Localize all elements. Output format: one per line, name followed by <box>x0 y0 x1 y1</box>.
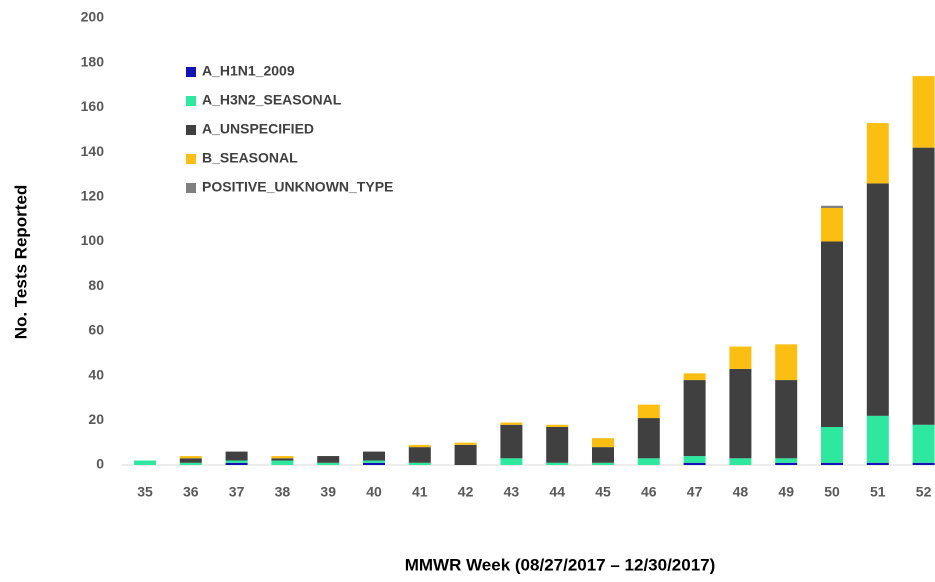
x-tick-label: 50 <box>824 484 840 500</box>
x-tick-label: 39 <box>320 484 336 500</box>
legend-swatch <box>186 67 196 77</box>
bar-segment <box>454 444 477 465</box>
x-tick-label: 46 <box>641 484 657 500</box>
bar-segment <box>271 458 294 461</box>
x-tick-label: 35 <box>137 484 153 500</box>
y-tick-label: 0 <box>96 456 104 472</box>
legend-label: A_H1N1_2009 <box>202 63 295 79</box>
y-axis-title: No. Tests Reported <box>11 185 30 340</box>
bar-segment <box>775 462 798 465</box>
bar-segment <box>225 451 248 461</box>
bar-segment <box>592 447 614 463</box>
x-tick-label: 37 <box>229 484 245 500</box>
bar-segment <box>912 147 935 425</box>
bar-segment <box>637 404 660 419</box>
bar-segment <box>775 380 798 459</box>
y-tick-label: 40 <box>88 366 104 382</box>
bar-segment <box>775 458 798 463</box>
bar-segment <box>500 424 523 459</box>
bar-segment <box>546 462 569 465</box>
x-tick-label: 36 <box>183 484 199 500</box>
bar-segment <box>363 462 385 465</box>
bar-segment <box>912 424 935 463</box>
bar-segment <box>683 380 706 457</box>
bar-segment <box>866 462 889 465</box>
x-tick-label: 45 <box>595 484 611 500</box>
y-tick-label: 80 <box>88 277 104 293</box>
x-tick-label: 41 <box>412 484 428 500</box>
x-tick-label: 48 <box>733 484 749 500</box>
bar-segment <box>637 418 660 459</box>
legend-label: A_UNSPECIFIED <box>202 121 314 137</box>
y-tick-label: 120 <box>81 188 105 204</box>
bar-segment <box>179 462 202 465</box>
y-tick-label: 180 <box>81 53 105 69</box>
x-axis-title: MMWR Week (08/27/2017 – 12/30/2017) <box>405 555 716 574</box>
legend-label: POSITIVE_UNKNOWN_TYPE <box>202 179 393 195</box>
bar-segment <box>683 373 706 381</box>
y-tick-label: 100 <box>81 232 105 248</box>
x-tick-label: 38 <box>275 484 291 500</box>
bar-segment <box>408 462 431 465</box>
bar-segment <box>637 458 660 465</box>
y-tick-label: 160 <box>81 98 105 114</box>
bar-segment <box>454 442 477 445</box>
bar-segment <box>271 456 294 459</box>
x-tick-label: 51 <box>870 484 886 500</box>
y-tick-label: 140 <box>81 143 105 159</box>
bar-segment <box>500 458 523 465</box>
legend-label: B_SEASONAL <box>202 150 298 166</box>
y-tick-label: 200 <box>81 9 105 25</box>
legend-label: A_H3N2_SEASONAL <box>202 92 342 108</box>
bar-segment <box>134 460 156 465</box>
legend-swatch <box>186 125 196 135</box>
bar-segment <box>866 183 889 416</box>
bar-segment <box>179 456 202 459</box>
bar-segment <box>546 424 569 428</box>
bar-segment <box>821 462 843 465</box>
legend-swatch <box>186 154 196 164</box>
x-tick-label: 47 <box>687 484 703 500</box>
bar-segment <box>363 451 385 461</box>
bar-segment <box>592 438 614 448</box>
bar-segment <box>821 207 843 242</box>
bar-segment <box>271 460 294 465</box>
bar-segment <box>729 346 752 369</box>
bar-segment <box>179 458 202 463</box>
bar-segment <box>546 427 569 463</box>
legend-swatch <box>186 96 196 106</box>
bar-segment <box>500 422 523 425</box>
bar-segment <box>821 205 843 208</box>
bar-segment <box>729 458 752 465</box>
bar-segment <box>408 444 431 448</box>
bar-segment <box>866 123 889 184</box>
bar-segment <box>225 460 248 463</box>
bar-segment <box>912 76 935 148</box>
bar-segment <box>317 462 340 465</box>
x-tick-label: 44 <box>549 484 565 500</box>
bar-segment <box>683 462 706 465</box>
bar-segment <box>408 447 431 463</box>
bar-segment <box>729 368 752 459</box>
bar-segment <box>225 462 248 465</box>
bar-segment <box>821 427 843 463</box>
y-tick-label: 60 <box>88 322 104 338</box>
bar-segment <box>775 344 798 381</box>
bar-segment <box>912 462 935 465</box>
bar-segment <box>363 460 385 463</box>
bar-segment <box>683 456 706 463</box>
bar-segment <box>866 415 889 463</box>
x-tick-label: 52 <box>916 484 932 500</box>
bar-segment <box>821 241 843 428</box>
bar-segment <box>592 462 614 465</box>
x-tick-label: 43 <box>504 484 520 500</box>
x-tick-label: 42 <box>458 484 474 500</box>
x-tick-label: 40 <box>366 484 382 500</box>
y-tick-label: 20 <box>88 411 104 427</box>
x-tick-label: 49 <box>778 484 794 500</box>
bar-segment <box>317 456 340 463</box>
legend-swatch <box>186 183 196 193</box>
